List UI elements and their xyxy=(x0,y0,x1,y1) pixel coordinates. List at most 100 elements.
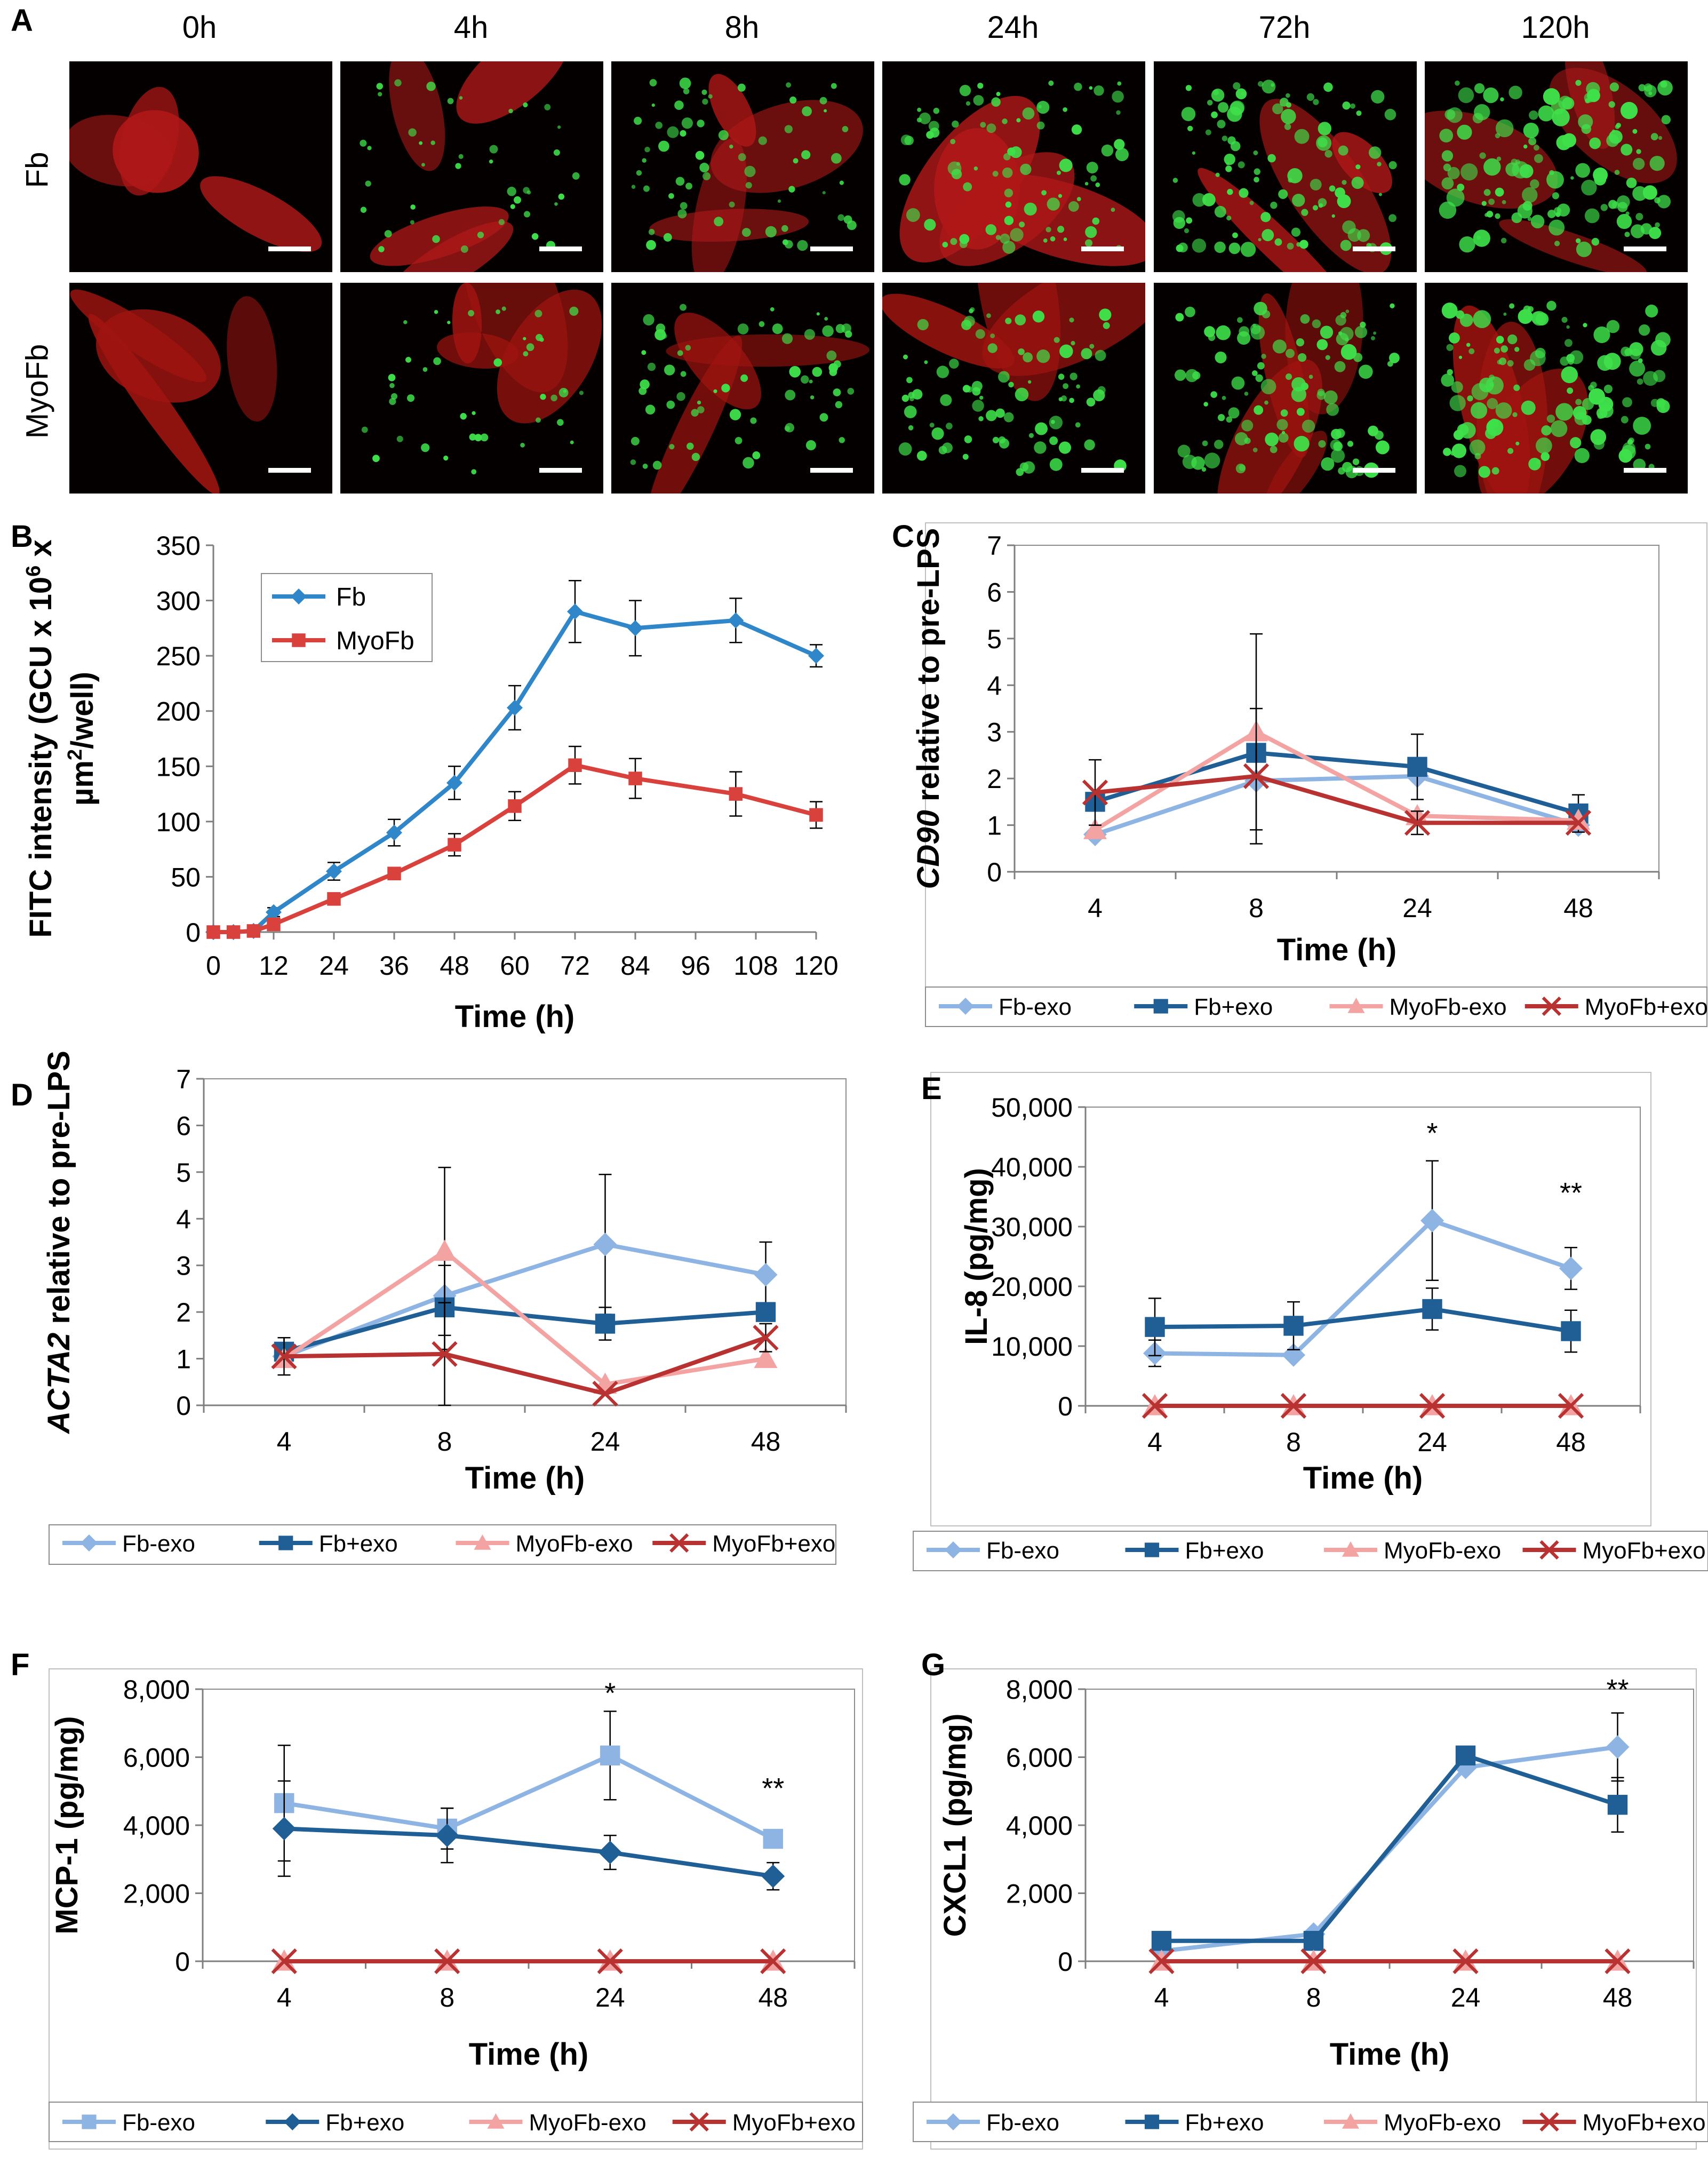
legend-label: Fb-exo xyxy=(986,1538,1059,1564)
panel-label-f: F xyxy=(11,1648,29,1682)
data-point xyxy=(507,699,523,716)
series-fb-exo xyxy=(272,1173,778,1369)
y-tick-label: 4 xyxy=(987,671,1002,701)
panel-label-a: A xyxy=(11,3,33,38)
y-tick-label: 0 xyxy=(1058,1391,1073,1421)
legend-marker xyxy=(1144,1542,1160,1557)
legend-marker xyxy=(487,2113,505,2129)
x-tick-label: 4 xyxy=(277,1983,292,2012)
panel-label-c: C xyxy=(892,519,914,554)
data-point xyxy=(729,787,743,801)
data-point xyxy=(1419,1393,1446,1419)
data-point xyxy=(1283,1316,1304,1336)
legend-label: Fb+exo xyxy=(1194,994,1273,1020)
series-line xyxy=(1094,774,1579,837)
y-tick-label: 200 xyxy=(156,697,201,727)
y-tick-label: 0 xyxy=(186,918,201,948)
micrograph-fb-8h xyxy=(611,61,874,272)
data-point xyxy=(627,620,643,637)
data-point xyxy=(1083,818,1107,839)
data-point xyxy=(434,1948,460,1975)
scale-bar xyxy=(1624,468,1666,473)
scale-bar xyxy=(268,468,311,473)
y-tick-label: 250 xyxy=(156,641,201,671)
legend-marker xyxy=(474,1534,491,1550)
legend-marker xyxy=(1144,2114,1160,2129)
scale-bar xyxy=(810,246,853,251)
y-tick-label: 6 xyxy=(176,1111,191,1141)
data-point xyxy=(1407,757,1427,777)
x-tick-label: 48 xyxy=(751,1427,781,1457)
legend-label: MyoFb-exo xyxy=(1384,2110,1501,2136)
series-fb-exo xyxy=(1145,1287,1581,1357)
series-line xyxy=(283,1249,767,1387)
data-point xyxy=(326,863,342,880)
significance-mark: ** xyxy=(762,1772,784,1804)
y-tick-label: 50 xyxy=(171,862,201,892)
x-tick-label: 8 xyxy=(1286,1427,1301,1457)
x-tick-label: 0 xyxy=(206,951,221,981)
y-tick-label: 2,000 xyxy=(123,1879,190,1909)
y-tick-label: 40,000 xyxy=(991,1152,1073,1182)
y-tick-label: 20,000 xyxy=(991,1272,1073,1302)
y-tick-label: 4,000 xyxy=(1006,1811,1073,1841)
significance-mark: ** xyxy=(1560,1177,1582,1209)
series-line xyxy=(1094,729,1579,832)
x-tick-label: 48 xyxy=(1563,893,1593,923)
micrograph-myofb-72h xyxy=(1154,283,1417,494)
data-point xyxy=(1142,1393,1168,1419)
series-myofb-exo xyxy=(1082,707,1592,845)
y-tick-label: 350 xyxy=(156,531,201,561)
data-point xyxy=(1148,1948,1175,1975)
y-tick-label: 5 xyxy=(176,1158,191,1188)
series-fb-exo xyxy=(1143,1160,1583,1367)
scale-bar xyxy=(268,246,311,251)
plot-area xyxy=(202,1689,855,1962)
x-tick-label: 48 xyxy=(1603,1983,1633,2012)
y-tick-label: 1 xyxy=(987,811,1002,841)
legend-marker xyxy=(81,1534,98,1552)
x-axis-title: Time (h) xyxy=(1303,1461,1423,1495)
micrograph-myofb-4h xyxy=(340,283,603,494)
x-tick-label: 8 xyxy=(1306,1983,1321,2012)
series-line xyxy=(284,1335,767,1396)
y-tick-label: 150 xyxy=(156,752,201,782)
legend-label: MyoFb+exo xyxy=(732,2110,856,2136)
x-tick-label: 24 xyxy=(1402,893,1432,923)
series-fb-exo xyxy=(1083,764,1590,847)
data-point xyxy=(1422,1299,1442,1319)
legend-label: MyoFb xyxy=(336,627,414,655)
data-point xyxy=(1404,810,1431,836)
data-point xyxy=(1558,1393,1584,1419)
panel-label-b: B xyxy=(11,519,33,554)
data-point xyxy=(1452,1948,1479,1975)
series-line xyxy=(284,1753,775,1841)
x-tick-label: 24 xyxy=(595,1983,625,2012)
chart-frame xyxy=(49,1668,863,2150)
legend-marker xyxy=(1342,2113,1359,2129)
x-axis-title: Time (h) xyxy=(1277,933,1397,967)
time-label-24h: 24h xyxy=(987,10,1039,45)
scale-bar xyxy=(539,468,582,473)
legend-label: MyoFb+exo xyxy=(1583,2110,1706,2136)
y-tick-label: 2,000 xyxy=(1006,1879,1073,1909)
scale-bar xyxy=(1081,246,1124,251)
data-point xyxy=(1300,1948,1327,1975)
x-tick-label: 96 xyxy=(681,951,711,981)
legend-marker xyxy=(291,588,307,604)
data-point xyxy=(593,1232,617,1256)
data-point xyxy=(272,1817,296,1841)
series-line xyxy=(1095,774,1578,825)
time-label-8h: 8h xyxy=(724,10,760,45)
micrograph-myofb-0h xyxy=(69,283,332,494)
series-myofb-exo xyxy=(271,1948,786,1975)
y-axis-title: MCP-1 (pg/mg) xyxy=(50,1716,84,1934)
panel-label-d: D xyxy=(11,1078,33,1112)
legend-marker xyxy=(945,1541,962,1558)
data-point xyxy=(755,1302,776,1322)
y-tick-label: 0 xyxy=(1058,1947,1073,1977)
data-point xyxy=(267,917,281,932)
x-tick-label: 60 xyxy=(500,951,530,981)
